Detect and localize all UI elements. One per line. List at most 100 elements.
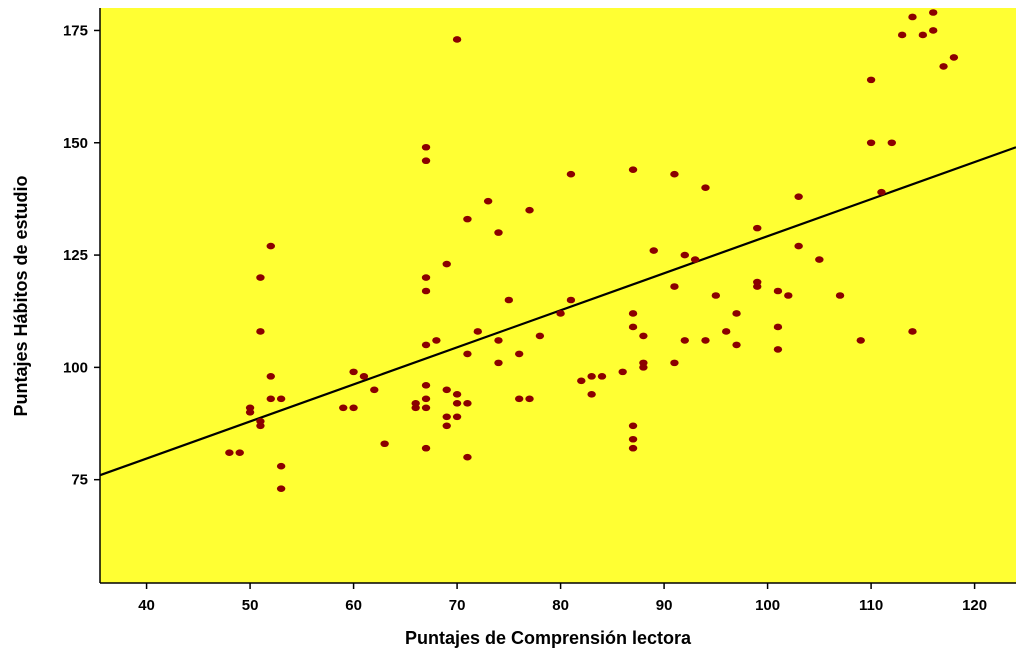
data-point <box>928 9 938 16</box>
data-point <box>256 422 265 430</box>
data-point <box>928 27 938 34</box>
data-point <box>276 462 286 470</box>
points-layer <box>225 9 959 492</box>
data-point <box>442 422 451 430</box>
data-point <box>628 444 638 452</box>
data-point <box>680 337 689 344</box>
x-tick-label: 120 <box>962 597 987 614</box>
y-axis-title: Puntajes Hábitos de estudio <box>11 175 31 416</box>
data-point <box>639 364 648 371</box>
data-point <box>276 395 286 403</box>
data-point <box>442 413 451 421</box>
x-axis-title: Puntajes de Comprensión lectora <box>405 628 692 648</box>
data-point <box>908 13 917 21</box>
x-ticks: 40 50 60 70 80 90 100 110 120 <box>138 583 987 614</box>
data-point <box>525 395 534 403</box>
y-tick-label: 75 <box>71 472 88 489</box>
data-point <box>442 260 451 268</box>
data-point <box>473 328 482 335</box>
data-point <box>266 395 275 403</box>
data-point <box>494 229 503 236</box>
y-tick-label: 100 <box>63 359 88 376</box>
data-point <box>753 224 762 232</box>
data-point <box>556 310 565 317</box>
axes-layer <box>99 8 1016 584</box>
data-point <box>349 404 358 412</box>
data-point <box>628 310 638 317</box>
data-point <box>421 404 431 412</box>
plot-area <box>100 8 1016 583</box>
data-point <box>411 404 420 412</box>
data-point <box>649 247 658 254</box>
data-point <box>628 323 638 331</box>
data-point <box>670 170 679 178</box>
data-point <box>866 76 876 84</box>
data-point <box>628 422 638 430</box>
data-point <box>773 287 783 295</box>
x-tick-label: 80 <box>552 597 569 614</box>
data-point <box>566 170 576 178</box>
data-point <box>452 391 462 398</box>
data-point <box>587 373 596 380</box>
data-point <box>514 350 524 358</box>
y-tick-label: 175 <box>63 22 88 39</box>
data-point <box>421 444 431 452</box>
data-point <box>918 31 928 39</box>
data-point <box>701 337 710 344</box>
data-point <box>535 332 545 340</box>
data-point <box>794 193 803 200</box>
data-point <box>359 373 369 380</box>
x-tick-label: 90 <box>656 597 673 614</box>
data-point <box>732 310 741 317</box>
data-point <box>701 184 710 191</box>
data-point <box>835 292 845 299</box>
data-point <box>815 256 824 263</box>
data-point <box>235 449 244 457</box>
data-point <box>494 359 503 367</box>
data-point <box>452 36 462 43</box>
data-point <box>432 337 441 344</box>
x-tick-label: 100 <box>755 597 780 614</box>
data-point <box>670 283 679 290</box>
data-point <box>628 435 638 443</box>
x-tick-label: 50 <box>242 597 259 614</box>
data-point <box>908 328 917 335</box>
data-point <box>887 139 896 147</box>
data-point <box>721 328 731 335</box>
data-point <box>463 453 472 461</box>
y-tick-label: 150 <box>63 135 88 152</box>
data-point <box>597 373 607 380</box>
data-point <box>866 139 876 147</box>
data-point <box>349 368 358 376</box>
data-point <box>680 251 689 259</box>
data-point <box>370 386 379 394</box>
data-point <box>753 283 762 290</box>
data-point <box>784 292 793 299</box>
data-point <box>690 256 700 263</box>
data-point <box>618 368 627 376</box>
data-point <box>525 206 534 214</box>
data-point <box>339 404 348 412</box>
data-point <box>577 377 586 385</box>
data-point <box>442 386 451 394</box>
data-point <box>421 287 431 295</box>
x-tick-label: 110 <box>859 597 883 614</box>
data-point <box>773 346 783 353</box>
data-point <box>463 215 472 223</box>
data-point <box>628 166 638 174</box>
data-point <box>421 157 431 165</box>
data-point <box>421 395 431 403</box>
y-tick-label: 125 <box>63 247 88 264</box>
data-point <box>514 395 524 403</box>
x-tick-label: 60 <box>345 597 362 614</box>
data-point <box>897 31 907 39</box>
data-point <box>421 341 431 349</box>
data-point <box>949 54 959 61</box>
data-point <box>421 274 431 281</box>
data-point <box>773 323 783 331</box>
data-point <box>245 408 255 416</box>
data-point <box>711 292 721 299</box>
data-point <box>421 143 431 151</box>
data-point <box>266 242 275 250</box>
